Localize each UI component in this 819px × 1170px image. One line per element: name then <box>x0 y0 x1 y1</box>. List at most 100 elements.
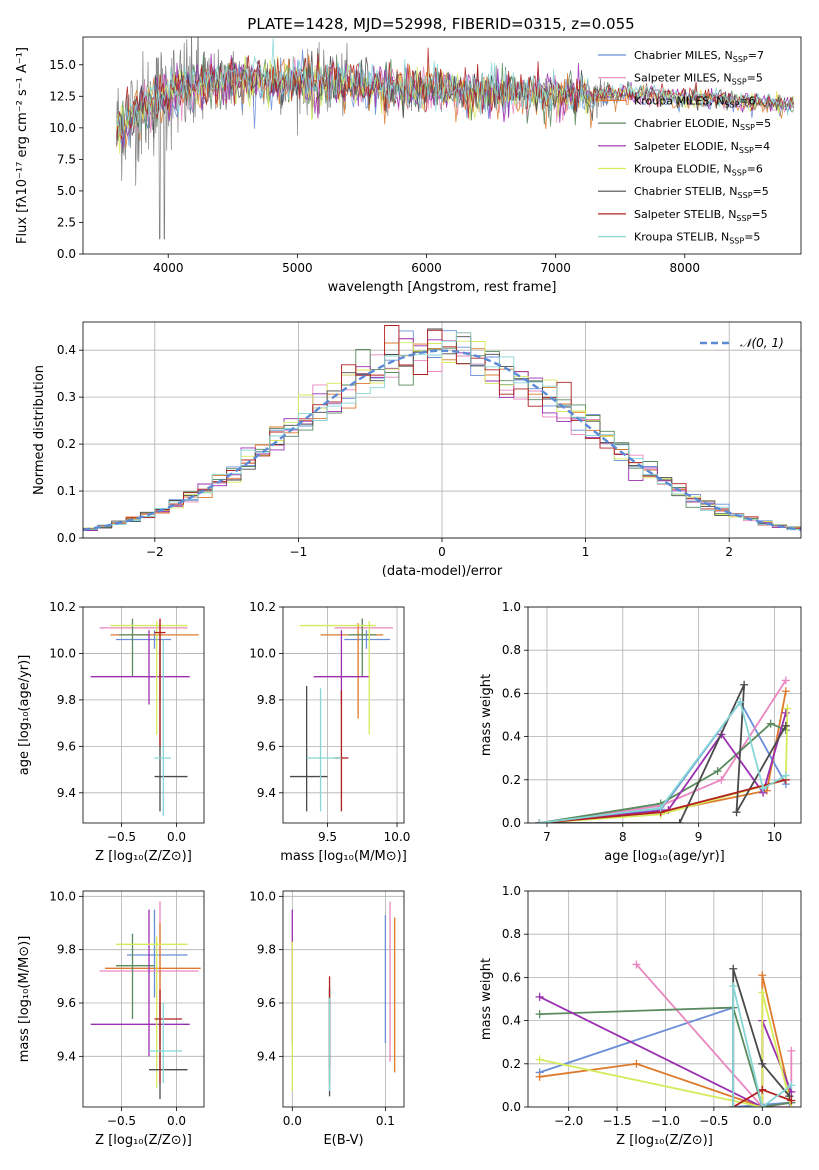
y-tick-label: 0.0 <box>57 531 76 545</box>
weight-marker <box>729 1103 738 1107</box>
weight-line <box>539 679 787 823</box>
weight-marker <box>535 1055 544 1064</box>
y-tick-label: 0.8 <box>502 927 521 941</box>
x-tick-label: −1 <box>290 545 308 559</box>
axes-frame <box>527 890 802 1108</box>
y-axis-label: Normed distribution <box>32 365 47 495</box>
x-tick-label: 0.0 <box>283 1114 302 1128</box>
x-tick-label: −0.5 <box>107 830 136 844</box>
plot-area <box>291 901 396 1097</box>
y-tick-label: 0.4 <box>502 730 521 744</box>
axes-frame <box>527 606 802 824</box>
weight-marker <box>781 721 790 730</box>
x-tick-label: 7 <box>543 830 551 844</box>
plot-area <box>535 960 796 1107</box>
axes-frame <box>282 890 405 1108</box>
y-tick-label: 0.4 <box>57 343 76 357</box>
legend-entry: Kroupa STELIB, NSSP=5 <box>634 231 760 246</box>
y-tick-label: 5.0 <box>57 184 76 198</box>
panel-age_vs_mass: 9.5 10.0 9.4 9.6 9.8 10.0 10.2 mass [log₁₀(M/M⊙… <box>249 600 410 864</box>
x-tick-label: −0.5 <box>699 1114 728 1128</box>
legend-entry: 𝒩(0, 1) <box>740 336 784 350</box>
weight-marker <box>632 960 641 969</box>
weight-marker <box>787 1046 796 1055</box>
spectrum-model-line <box>116 55 795 155</box>
weight-marker <box>740 680 749 689</box>
weight-marker <box>759 784 768 793</box>
legend-entry: Salpeter MILES, NSSP=5 <box>634 72 763 87</box>
axes-frame <box>82 890 205 1108</box>
plot-area <box>83 325 801 538</box>
x-tick-label: 0.0 <box>753 1114 772 1128</box>
weight-marker <box>535 1072 544 1081</box>
weight-line <box>539 708 789 823</box>
y-axis-label: mass weight <box>479 958 494 1040</box>
y-tick-label: 12.5 <box>49 89 76 103</box>
weight-marker <box>758 988 767 997</box>
weight-line <box>539 992 793 1107</box>
x-tick-label: −2 <box>146 545 164 559</box>
legend-entry: Salpeter ELODIE, NSSP=4 <box>634 140 770 155</box>
weight-marker <box>758 1085 767 1094</box>
y-tick-label: 10.0 <box>249 646 276 660</box>
weight-marker <box>787 1081 796 1090</box>
y-tick-label: 0.2 <box>502 1057 521 1071</box>
y-tick-label: 7.5 <box>57 152 76 166</box>
y-axis-label: Flux [fλ10⁻¹⁷ erg cm⁻² s⁻¹ A⁻¹] <box>15 47 30 244</box>
y-tick-label: 9.6 <box>57 739 76 753</box>
weight-marker <box>781 687 790 696</box>
y-tick-label: 10.2 <box>249 600 276 614</box>
panel-weight_vs_Z: −2.0 −1.5 −1.0 −0.5 0.0 0.0 0.2 0.4 0.6 0.8 1.0 Z [… <box>479 884 802 1148</box>
x-tick-label: −1.5 <box>602 1114 631 1128</box>
y-tick-label: 9.6 <box>57 996 76 1010</box>
y-tick-label: 10.0 <box>49 889 76 903</box>
y-tick-label: 2.5 <box>57 215 76 229</box>
axes-frame <box>82 36 802 255</box>
weight-marker <box>781 676 790 685</box>
plot-area <box>90 901 201 1099</box>
x-tick-label: 9.5 <box>318 830 337 844</box>
weight-marker <box>535 992 544 1001</box>
x-axis-label: (data-model)/error <box>382 564 503 579</box>
x-axis-label: Z [log₁₀(Z/Z⊙)] <box>95 1133 192 1148</box>
y-tick-label: 10.0 <box>249 889 276 903</box>
y-tick-label: 0.8 <box>502 643 521 657</box>
x-tick-label: 1 <box>582 545 590 559</box>
x-tick-label: 0 <box>438 545 446 559</box>
legend-entry: Salpeter STELIB, NSSP=5 <box>634 208 768 223</box>
y-tick-label: 0.0 <box>57 247 76 261</box>
weight-marker <box>729 964 738 973</box>
axes-frame <box>82 321 802 539</box>
x-tick-label: 8000 <box>670 261 701 275</box>
x-tick-label: 0.0 <box>167 830 186 844</box>
legend-entry: Chabrier STELIB, NSSP=5 <box>634 185 769 200</box>
y-tick-label: 0.0 <box>502 1100 521 1114</box>
residual-legend: 𝒩(0, 1) <box>700 336 784 350</box>
weight-marker <box>758 971 767 980</box>
y-tick-label: 9.8 <box>257 943 276 957</box>
x-tick-label: 0.1 <box>376 1114 395 1128</box>
weight-marker <box>781 771 790 780</box>
y-tick-label: 9.4 <box>257 786 276 800</box>
axes-frame <box>82 606 205 824</box>
x-tick-label: 10 <box>767 830 782 844</box>
y-axis-label: age [log₁₀(age/yr)] <box>17 655 32 776</box>
spectrum-model-line <box>116 38 795 138</box>
figure-title: PLATE=1428, MJD=52998, FIBERID=0315, z=0… <box>247 15 634 33</box>
x-axis-label: E(B-V) <box>323 1133 363 1148</box>
x-tick-label: 7000 <box>540 261 571 275</box>
y-tick-label: 9.6 <box>257 739 276 753</box>
x-axis-label: age [log₁₀(age/yr)] <box>604 849 725 864</box>
weight-marker <box>729 982 738 991</box>
y-axis-label: mass weight <box>479 674 494 756</box>
weight-marker <box>535 819 544 823</box>
weight-marker <box>783 704 792 713</box>
normal-curve <box>83 349 801 531</box>
y-tick-label: 0.3 <box>57 390 76 404</box>
y-tick-label: 0.4 <box>502 1014 521 1028</box>
y-tick-label: 15.0 <box>49 58 76 72</box>
legend-entry: Kroupa MILES, NSSP=6 <box>634 94 756 109</box>
weight-marker <box>656 803 665 812</box>
